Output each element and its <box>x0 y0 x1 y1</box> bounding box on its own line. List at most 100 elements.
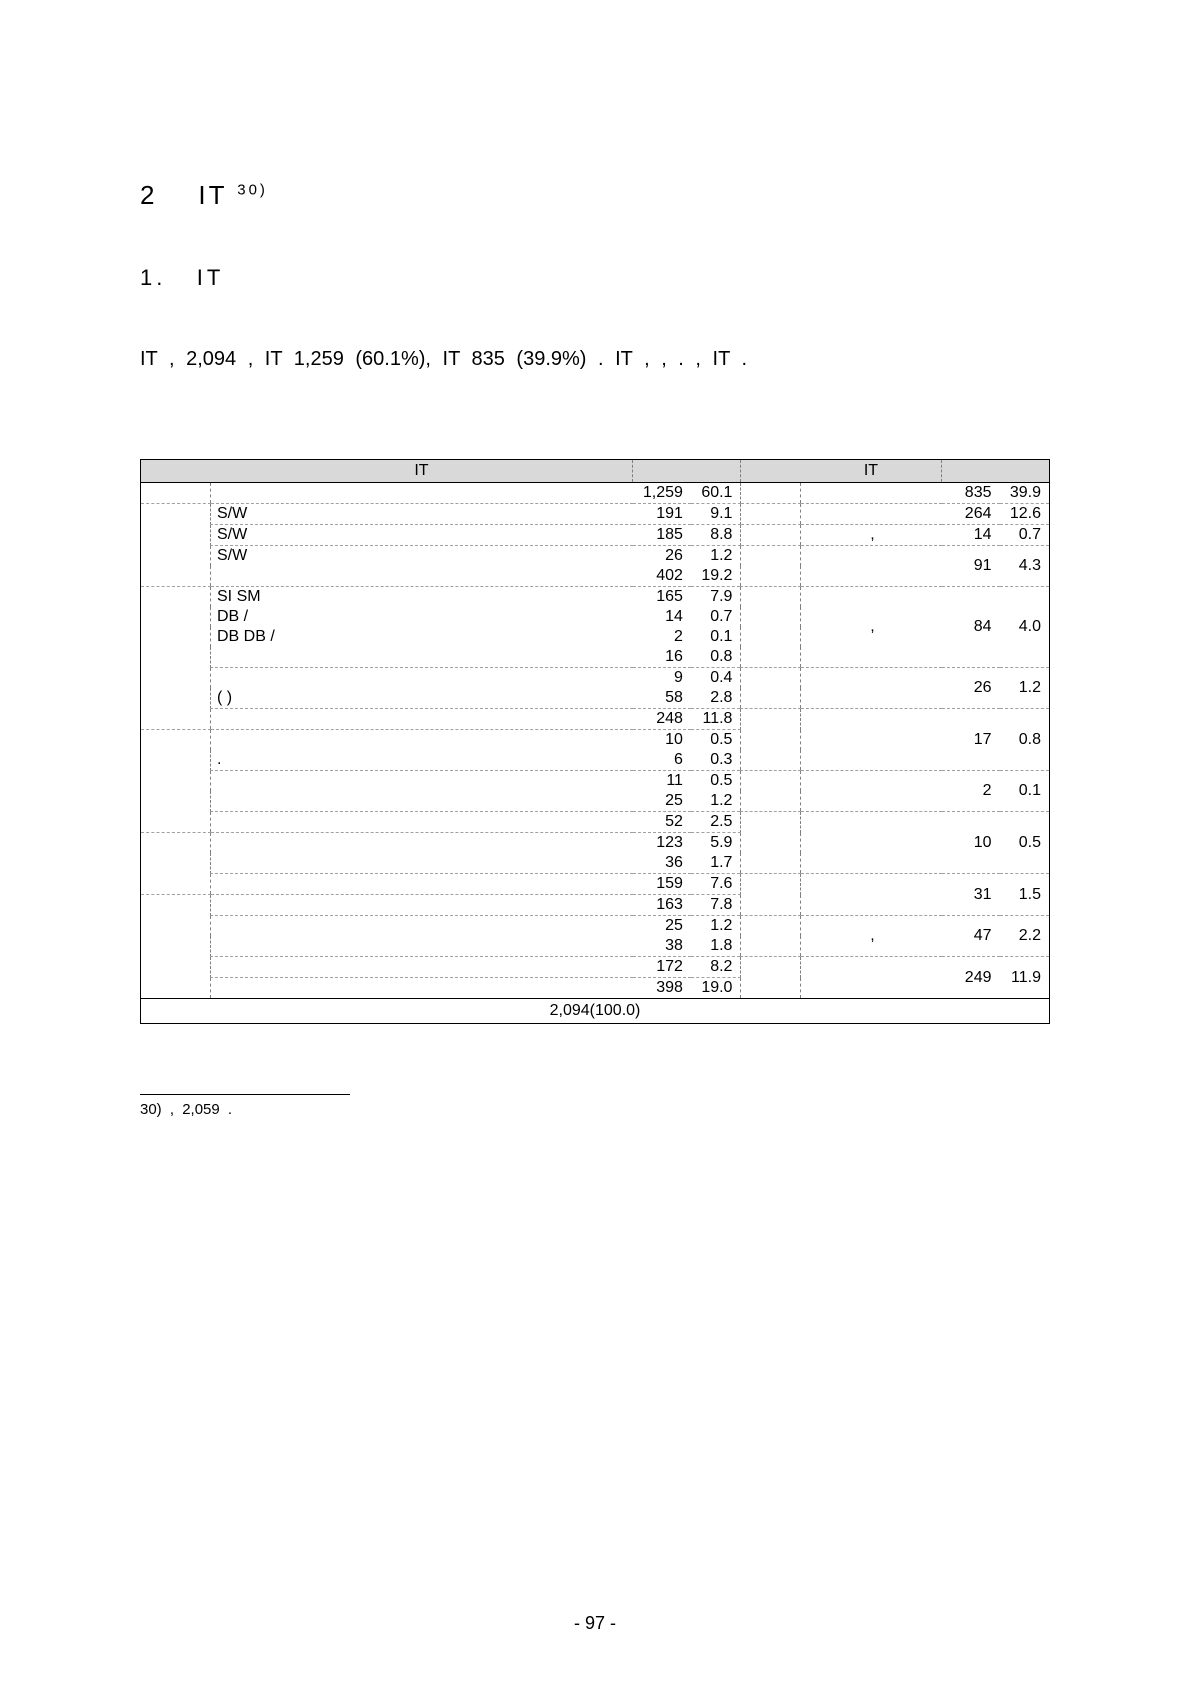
right-cat <box>741 916 801 957</box>
left-label <box>211 978 633 999</box>
right-n: 91 <box>942 546 1000 587</box>
left-cat <box>141 730 211 751</box>
left-cat <box>141 833 211 854</box>
left-p: 0.5 <box>691 730 741 751</box>
right-total-label <box>801 483 942 504</box>
left-label: DB / <box>211 607 633 627</box>
left-p: 7.9 <box>691 587 741 608</box>
data-table: IT IT 1,25960.183539.9S/W1919.126412.6S/… <box>140 459 1050 1024</box>
right-p: 0.1 <box>1000 771 1050 812</box>
left-label: ( ) <box>211 688 633 709</box>
right-cat <box>741 525 801 546</box>
right-cat <box>741 709 801 771</box>
right-n: 84 <box>942 587 1000 668</box>
data-table-wrap: IT IT 1,25960.183539.9S/W1919.126412.6S/… <box>140 459 1050 1024</box>
right-cat <box>741 771 801 812</box>
left-n: 36 <box>633 853 691 874</box>
right-p: 1.5 <box>1000 874 1050 916</box>
table-row: 522.5100.5 <box>141 812 1050 833</box>
left-p: 0.7 <box>691 607 741 627</box>
left-cat <box>141 750 211 771</box>
right-label <box>801 709 942 771</box>
left-n: 16 <box>633 647 691 668</box>
hdr-right-p <box>1000 460 1050 483</box>
left-n: 185 <box>633 525 691 546</box>
hdr-left-group: IT <box>211 460 633 483</box>
right-label: , <box>801 587 942 668</box>
right-cat <box>741 957 801 999</box>
left-p: 7.8 <box>691 895 741 916</box>
left-cat <box>141 771 211 792</box>
table-row: 1,25960.183539.9 <box>141 483 1050 504</box>
left-cat <box>141 895 211 916</box>
left-n: 402 <box>633 566 691 587</box>
right-cat <box>741 504 801 525</box>
left-cat <box>141 546 211 567</box>
left-p: 2.8 <box>691 688 741 709</box>
right-cat <box>741 587 801 668</box>
left-p: 0.4 <box>691 668 741 689</box>
left-cat <box>141 957 211 978</box>
left-n: 2 <box>633 627 691 647</box>
left-total-p: 60.1 <box>691 483 741 504</box>
left-n: 26 <box>633 546 691 567</box>
sub-title: IT <box>197 265 225 290</box>
left-p: 5.9 <box>691 833 741 854</box>
left-n: 9 <box>633 668 691 689</box>
right-n: 249 <box>942 957 1000 999</box>
left-n: 25 <box>633 791 691 812</box>
left-label <box>211 812 633 833</box>
left-p: 8.8 <box>691 525 741 546</box>
table-header-row: IT IT <box>141 460 1050 483</box>
right-p: 4.3 <box>1000 546 1050 587</box>
right-p: 4.0 <box>1000 587 1050 668</box>
right-label: , <box>801 525 942 546</box>
section-heading: 2 IT 30) <box>140 180 1050 211</box>
left-n: 123 <box>633 833 691 854</box>
table-row: 110.520.1 <box>141 771 1050 792</box>
left-cat <box>141 566 211 587</box>
left-cat <box>141 525 211 546</box>
right-cat <box>741 546 801 587</box>
footnote-rule <box>140 1094 350 1095</box>
hdr-left-blank <box>141 460 211 483</box>
left-total-n: 1,259 <box>633 483 691 504</box>
left-n: 11 <box>633 771 691 792</box>
left-cat <box>141 978 211 999</box>
section-title: IT <box>198 180 227 210</box>
hdr-right-n <box>942 460 1000 483</box>
right-p: 0.5 <box>1000 812 1050 874</box>
right-n: 17 <box>942 709 1000 771</box>
left-cat <box>141 916 211 937</box>
left-label <box>211 895 633 916</box>
left-label: S/W <box>211 525 633 546</box>
left-n: 52 <box>633 812 691 833</box>
left-label <box>211 647 633 668</box>
left-label <box>211 833 633 854</box>
right-label <box>801 874 942 916</box>
left-cat <box>141 853 211 874</box>
hdr-left-n <box>633 460 691 483</box>
left-n: 38 <box>633 936 691 957</box>
page-number: - 97 - <box>0 1613 1190 1634</box>
table-row: 1728.224911.9 <box>141 957 1050 978</box>
right-total-n: 835 <box>942 483 1000 504</box>
left-label <box>211 957 633 978</box>
left-p: 9.1 <box>691 504 741 525</box>
right-n: 26 <box>942 668 1000 709</box>
left-label: . <box>211 750 633 771</box>
right-p: 2.2 <box>1000 916 1050 957</box>
left-label <box>211 566 633 587</box>
left-p: 1.7 <box>691 853 741 874</box>
right-n: 2 <box>942 771 1000 812</box>
left-p: 2.5 <box>691 812 741 833</box>
left-p: 1.2 <box>691 916 741 937</box>
left-p: 19.2 <box>691 566 741 587</box>
right-p: 0.7 <box>1000 525 1050 546</box>
right-n: 264 <box>942 504 1000 525</box>
left-n: 25 <box>633 916 691 937</box>
left-cat <box>141 791 211 812</box>
right-p: 0.8 <box>1000 709 1050 771</box>
footnote: 30) , 2,059 . <box>140 1101 1050 1118</box>
left-cat <box>141 688 211 709</box>
